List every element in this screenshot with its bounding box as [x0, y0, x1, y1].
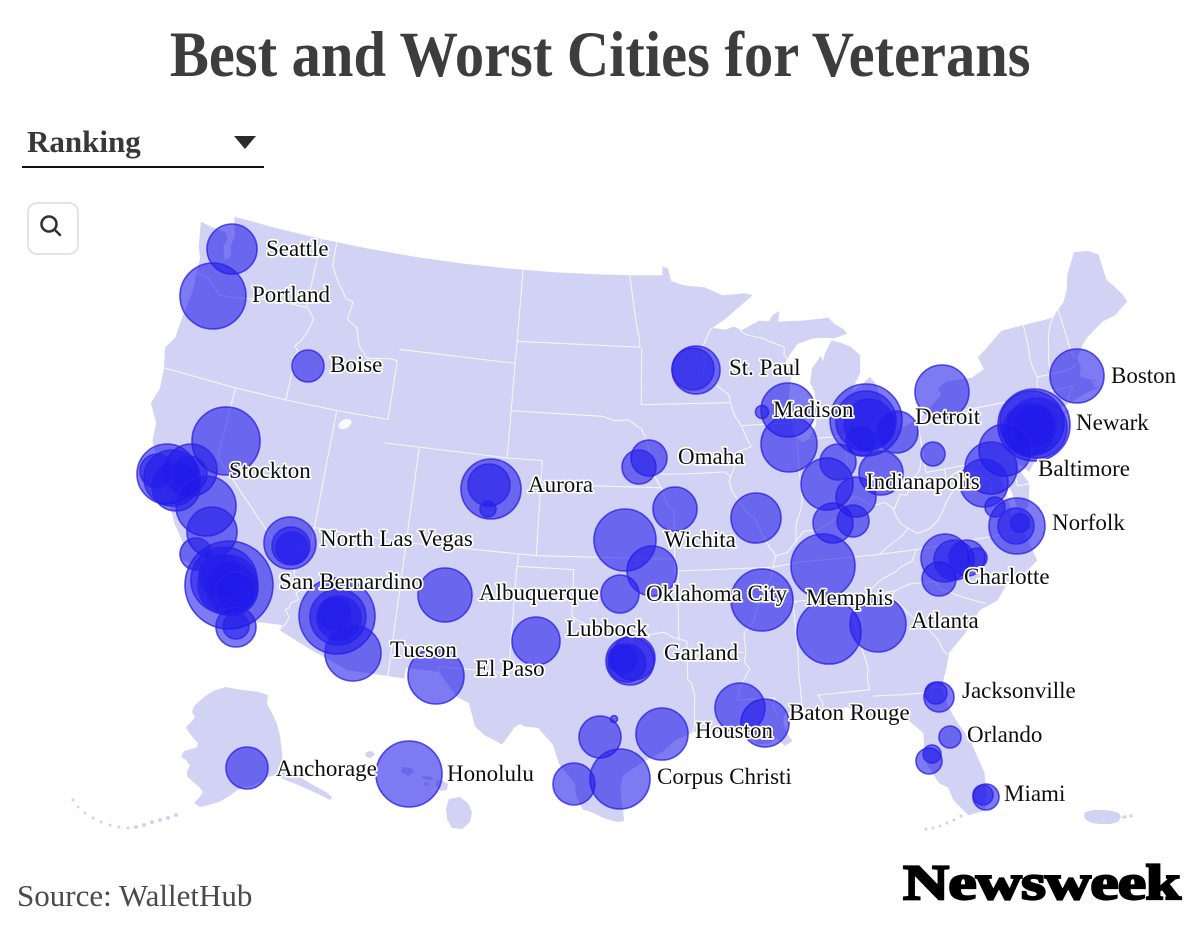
svg-text:Anchorage: Anchorage [276, 756, 377, 781]
svg-text:Atlanta: Atlanta [911, 608, 979, 633]
svg-text:El Paso: El Paso [475, 656, 545, 681]
svg-text:Houston: Houston [695, 718, 773, 743]
svg-text:Seattle: Seattle [266, 236, 329, 261]
svg-text:Wichita: Wichita [664, 527, 736, 552]
svg-text:Lubbock: Lubbock [566, 616, 648, 641]
svg-text:St. Paul: St. Paul [729, 355, 801, 380]
svg-text:Baton Rouge: Baton Rouge [789, 700, 910, 725]
svg-text:Baton Rouge: Baton Rouge [789, 700, 910, 725]
svg-text:Jacksonville: Jacksonville [962, 678, 1076, 703]
svg-text:Detroit: Detroit [915, 404, 981, 429]
svg-text:Aurora: Aurora [528, 472, 593, 497]
svg-text:Memphis: Memphis [806, 585, 893, 610]
svg-text:Garland: Garland [664, 640, 739, 665]
svg-text:Charlotte: Charlotte [964, 564, 1050, 589]
svg-text:Indianapolis: Indianapolis [866, 469, 980, 494]
svg-text:Madison: Madison [773, 397, 854, 422]
svg-text:Newark: Newark [1076, 410, 1149, 435]
svg-text:Portland: Portland [252, 282, 330, 307]
svg-text:Miami: Miami [1004, 781, 1065, 806]
svg-text:Corpus Christi: Corpus Christi [657, 764, 792, 789]
svg-text:Stockton: Stockton [229, 458, 311, 483]
svg-text:Baltimore: Baltimore [1038, 456, 1130, 481]
svg-text:Boise: Boise [330, 352, 382, 377]
svg-text:Tucson: Tucson [390, 637, 457, 662]
svg-text:Memphis: Memphis [806, 585, 893, 610]
svg-text:Jacksonville: Jacksonville [962, 678, 1076, 703]
svg-text:San Bernardino: San Bernardino [279, 569, 423, 594]
svg-text:Charlotte: Charlotte [964, 564, 1050, 589]
svg-text:Madison: Madison [773, 397, 854, 422]
svg-text:Detroit: Detroit [915, 404, 981, 429]
svg-text:Orlando: Orlando [967, 722, 1042, 747]
svg-text:Omaha: Omaha [678, 444, 744, 469]
svg-text:Boise: Boise [330, 352, 382, 377]
svg-text:Garland: Garland [664, 640, 739, 665]
svg-text:Honolulu: Honolulu [447, 761, 534, 786]
svg-text:Atlanta: Atlanta [911, 608, 979, 633]
svg-text:Norfolk: Norfolk [1052, 510, 1125, 535]
svg-text:Baltimore: Baltimore [1038, 456, 1130, 481]
svg-text:Albuquerque: Albuquerque [479, 580, 599, 605]
svg-text:San Bernardino: San Bernardino [279, 569, 423, 594]
svg-text:Seattle: Seattle [266, 236, 329, 261]
svg-text:Boston: Boston [1111, 363, 1177, 388]
svg-text:El Paso: El Paso [475, 656, 545, 681]
svg-text:Corpus Christi: Corpus Christi [657, 764, 792, 789]
svg-text:Miami: Miami [1004, 781, 1065, 806]
svg-text:Boston: Boston [1111, 363, 1177, 388]
svg-text:North Las Vegas: North Las Vegas [320, 526, 473, 551]
svg-text:Newark: Newark [1076, 410, 1149, 435]
svg-text:Houston: Houston [695, 718, 773, 743]
svg-text:North Las Vegas: North Las Vegas [320, 526, 473, 551]
svg-text:Portland: Portland [252, 282, 330, 307]
svg-text:Tucson: Tucson [390, 637, 457, 662]
svg-text:Omaha: Omaha [678, 444, 744, 469]
svg-text:Aurora: Aurora [528, 472, 593, 497]
svg-text:Lubbock: Lubbock [566, 616, 648, 641]
svg-text:Stockton: Stockton [229, 458, 311, 483]
svg-text:Wichita: Wichita [664, 527, 736, 552]
svg-text:Albuquerque: Albuquerque [479, 580, 599, 605]
svg-text:Orlando: Orlando [967, 722, 1042, 747]
svg-text:St. Paul: St. Paul [729, 355, 801, 380]
svg-text:Honolulu: Honolulu [447, 761, 534, 786]
svg-text:Anchorage: Anchorage [276, 756, 377, 781]
svg-text:Oklahoma City: Oklahoma City [646, 581, 788, 606]
svg-text:Oklahoma City: Oklahoma City [646, 581, 788, 606]
svg-text:Indianapolis: Indianapolis [866, 469, 980, 494]
svg-text:Norfolk: Norfolk [1052, 510, 1125, 535]
